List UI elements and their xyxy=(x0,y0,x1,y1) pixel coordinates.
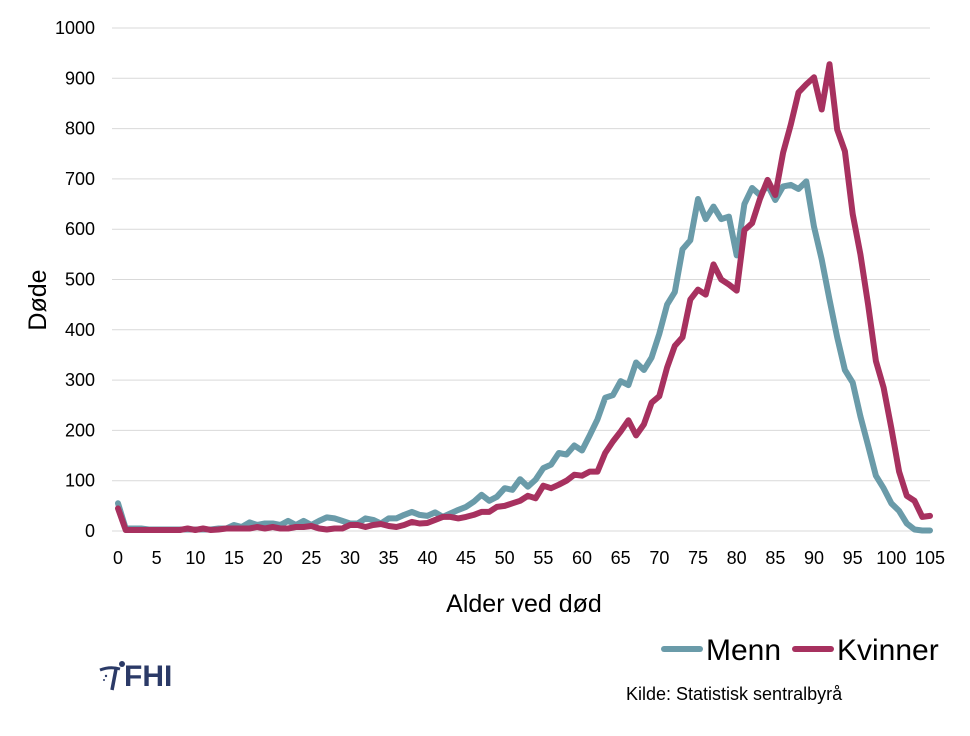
x-tick-label: 35 xyxy=(379,548,399,568)
x-tick-label: 100 xyxy=(876,548,906,568)
x-tick-label: 85 xyxy=(765,548,785,568)
series-group xyxy=(115,61,933,534)
y-tick-label: 500 xyxy=(65,270,95,290)
x-tick-label: 15 xyxy=(224,548,244,568)
y-tick-label: 900 xyxy=(65,68,95,88)
y-tick-label: 300 xyxy=(65,370,95,390)
legend-label-menn: Menn xyxy=(706,634,781,667)
gridlines xyxy=(112,27,930,482)
source-note: Kilde: Statistisk sentralbyrå xyxy=(626,684,843,704)
x-axis-ticks: 0 5 10 15 20 25 30 35 40 45 50 55 60 65 70 75 80 85 90 95 10… xyxy=(113,548,945,568)
x-tick-label: 55 xyxy=(533,548,553,568)
x-tick-label: 0 xyxy=(113,548,123,568)
y-tick-label: 1000 xyxy=(55,18,95,38)
fhi-logo xyxy=(98,660,188,694)
x-tick-label: 20 xyxy=(263,548,283,568)
x-tick-label: 45 xyxy=(456,548,476,568)
x-tick-label: 50 xyxy=(495,548,515,568)
x-tick-label: 5 xyxy=(152,548,162,568)
x-tick-label: 40 xyxy=(417,548,437,568)
y-tick-label: 100 xyxy=(65,471,95,491)
x-tick-label: 70 xyxy=(649,548,669,568)
legend: Menn Kvinner xyxy=(661,634,939,667)
x-tick-label: 105 xyxy=(915,548,945,568)
x-axis-title: Alder ved død xyxy=(446,590,602,618)
y-tick-label: 600 xyxy=(65,219,95,239)
x-tick-label: 95 xyxy=(843,548,863,568)
y-axis-ticks: 0 100 200 300 400 500 600 700 800 900 1000 xyxy=(55,18,95,541)
x-tick-label: 65 xyxy=(611,548,631,568)
y-tick-label: 400 xyxy=(65,320,95,340)
legend-label-kvinner: Kvinner xyxy=(837,634,939,667)
x-tick-label: 80 xyxy=(727,548,747,568)
fhi-logo-text: FHI xyxy=(124,660,173,693)
y-tick-label: 200 xyxy=(65,420,95,440)
x-tick-label: 10 xyxy=(185,548,205,568)
series-line-kvinner xyxy=(115,61,933,533)
series-line-menn xyxy=(115,178,933,534)
y-tick-label: 700 xyxy=(65,169,95,189)
x-tick-label: 25 xyxy=(301,548,321,568)
y-tick-label: 0 xyxy=(85,521,95,541)
x-tick-label: 30 xyxy=(340,548,360,568)
x-tick-label: 60 xyxy=(572,548,592,568)
x-tick-label: 75 xyxy=(688,548,708,568)
y-tick-label: 800 xyxy=(65,119,95,139)
fhi-logo-icon xyxy=(99,661,125,691)
x-tick-label: 90 xyxy=(804,548,824,568)
y-axis-title: Døde xyxy=(24,269,52,330)
